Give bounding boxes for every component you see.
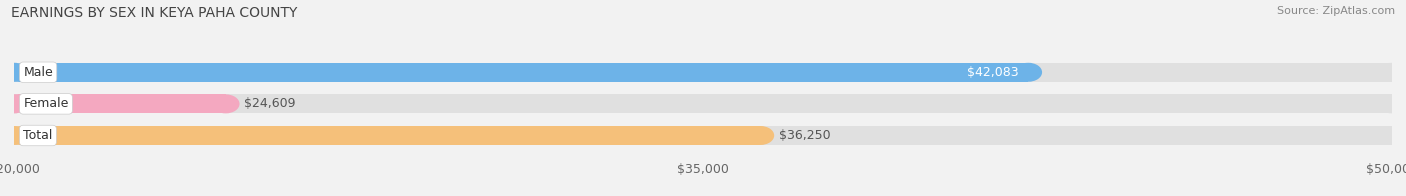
Ellipse shape	[0, 126, 28, 145]
Text: Total: Total	[24, 129, 52, 142]
Bar	[14, 126, 761, 145]
Text: $36,250: $36,250	[779, 129, 831, 142]
Text: $42,083: $42,083	[967, 66, 1019, 79]
Ellipse shape	[1015, 63, 1042, 82]
Bar	[14, 94, 1392, 113]
Ellipse shape	[0, 94, 28, 113]
Text: $24,609: $24,609	[245, 97, 295, 110]
Ellipse shape	[1378, 63, 1406, 82]
Ellipse shape	[0, 63, 28, 82]
Ellipse shape	[0, 126, 28, 145]
Ellipse shape	[0, 94, 28, 113]
Bar	[14, 94, 226, 113]
Text: Source: ZipAtlas.com: Source: ZipAtlas.com	[1277, 6, 1395, 16]
Bar	[14, 63, 1028, 82]
Ellipse shape	[747, 126, 775, 145]
Ellipse shape	[0, 63, 28, 82]
Bar	[14, 126, 1392, 145]
Text: Male: Male	[24, 66, 53, 79]
Text: EARNINGS BY SEX IN KEYA PAHA COUNTY: EARNINGS BY SEX IN KEYA PAHA COUNTY	[11, 6, 298, 20]
Ellipse shape	[1378, 94, 1406, 113]
Bar	[14, 63, 1392, 82]
Ellipse shape	[1378, 126, 1406, 145]
Text: Female: Female	[24, 97, 69, 110]
Ellipse shape	[212, 94, 239, 113]
